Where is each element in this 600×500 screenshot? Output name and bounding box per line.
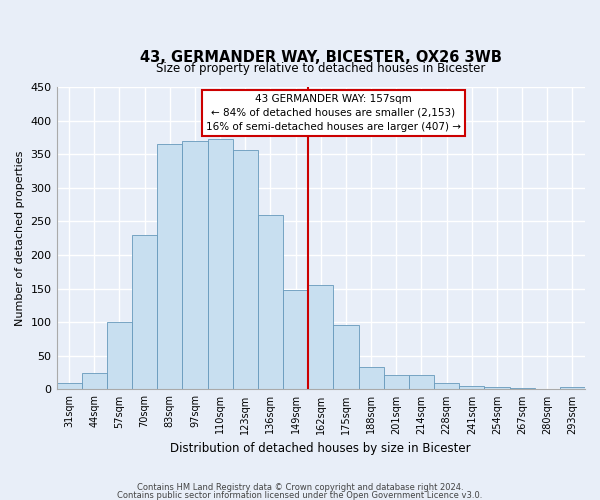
Bar (308, 286, 334, 390)
Bar (560, 388, 585, 390)
Text: Contains public sector information licensed under the Open Government Licence v3: Contains public sector information licen… (118, 491, 482, 500)
Text: Contains HM Land Registry data © Crown copyright and database right 2024.: Contains HM Land Registry data © Crown c… (137, 484, 463, 492)
Text: Size of property relative to detached houses in Bicester: Size of property relative to detached ho… (156, 62, 485, 75)
Bar (334, 325, 359, 390)
Y-axis label: Number of detached properties: Number of detached properties (15, 150, 25, 326)
X-axis label: Distribution of detached houses by size in Bicester: Distribution of detached houses by size … (170, 442, 471, 455)
Bar (107, 322, 132, 390)
Bar (535, 389, 560, 390)
Bar (182, 141, 208, 390)
Bar (56, 382, 82, 390)
Bar (509, 388, 535, 390)
Bar (484, 386, 509, 390)
Title: 43, GERMANDER WAY, BICESTER, OX26 3WB: 43, GERMANDER WAY, BICESTER, OX26 3WB (140, 50, 502, 65)
Bar (157, 144, 182, 390)
Bar (208, 140, 233, 390)
Bar (459, 386, 484, 390)
Bar (82, 372, 107, 390)
Bar (409, 376, 434, 390)
Bar (383, 376, 409, 390)
Bar (359, 368, 383, 390)
Bar (132, 235, 157, 390)
Bar (233, 150, 258, 390)
Text: 43 GERMANDER WAY: 157sqm
← 84% of detached houses are smaller (2,153)
16% of sem: 43 GERMANDER WAY: 157sqm ← 84% of detach… (206, 94, 461, 132)
Bar (434, 382, 459, 390)
Bar (258, 214, 283, 390)
Bar (283, 290, 308, 390)
